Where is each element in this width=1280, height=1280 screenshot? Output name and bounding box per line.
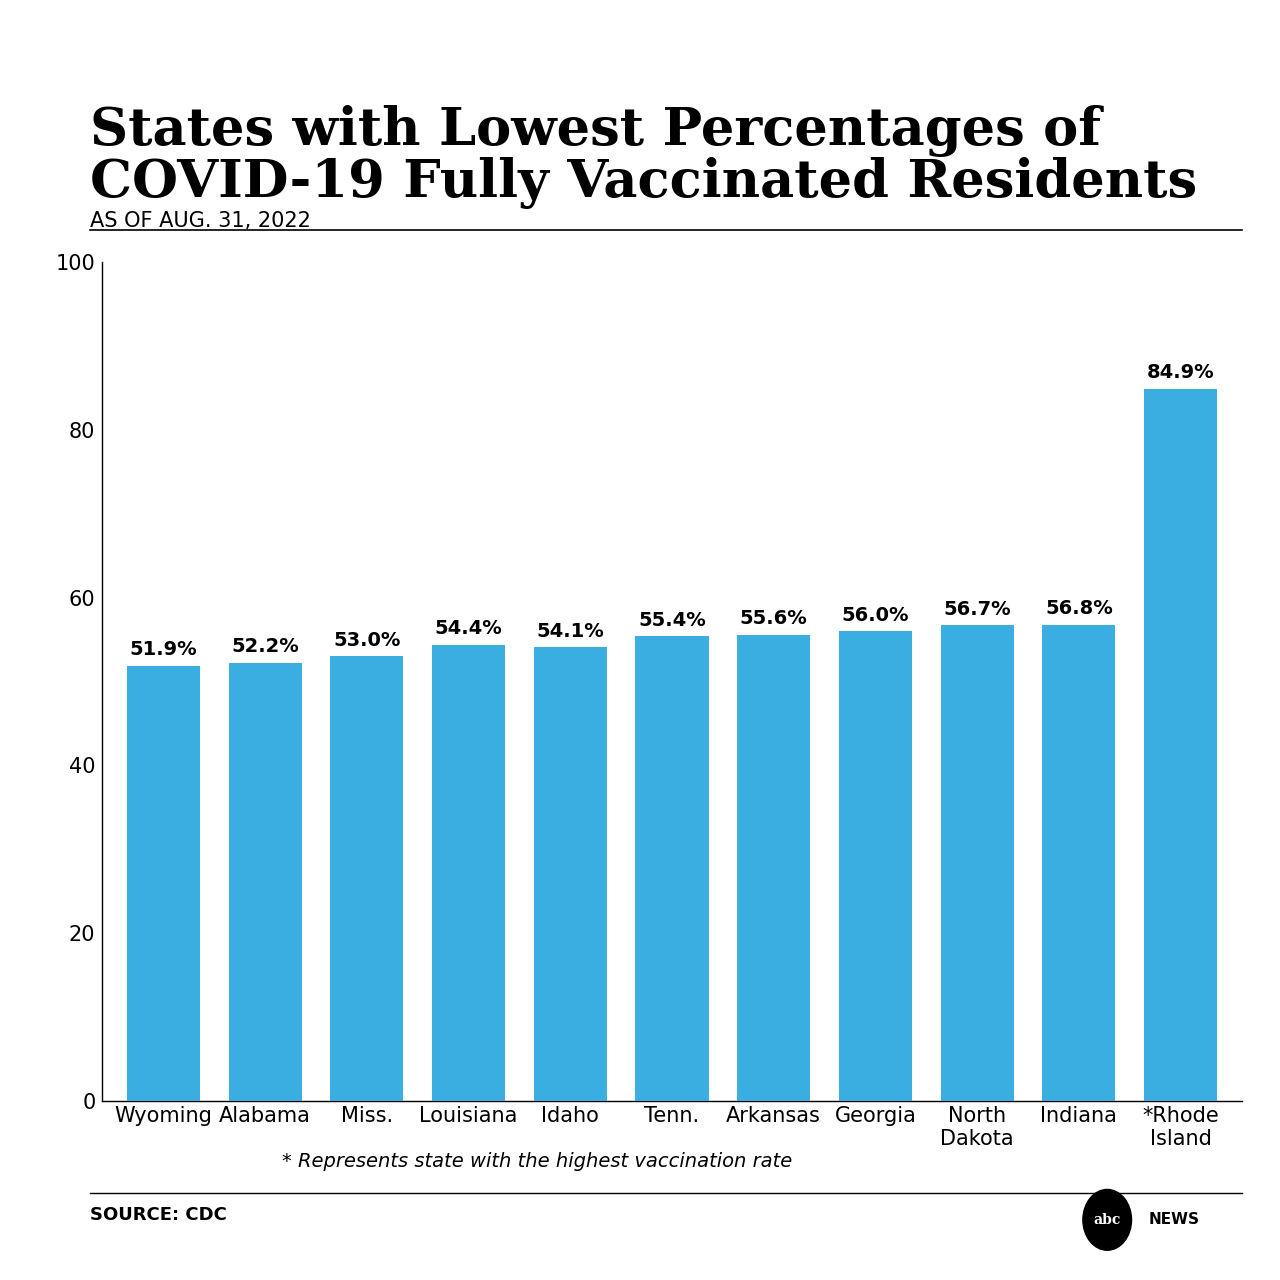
Text: 51.9%: 51.9% [129,640,197,659]
Text: 55.6%: 55.6% [740,609,808,628]
Bar [1042,625,1115,1101]
Text: AS OF AUG. 31, 2022: AS OF AUG. 31, 2022 [90,211,311,232]
Text: * Represents state with the highest vaccination rate: * Represents state with the highest vacc… [282,1152,792,1171]
Text: COVID-19 Fully Vaccinated Residents: COVID-19 Fully Vaccinated Residents [90,157,1197,210]
Text: 53.0%: 53.0% [333,631,401,650]
Bar [330,657,403,1101]
Text: 52.2%: 52.2% [232,637,300,657]
Bar [941,626,1014,1101]
Bar [1144,389,1217,1101]
Text: 55.4%: 55.4% [639,611,705,630]
Bar [127,666,200,1101]
Bar [431,645,506,1101]
Text: NEWS: NEWS [1148,1212,1199,1228]
Text: States with Lowest Percentages of: States with Lowest Percentages of [90,105,1101,157]
Text: abc: abc [1093,1213,1121,1226]
Text: 54.4%: 54.4% [435,620,503,637]
Text: SOURCE: CDC: SOURCE: CDC [90,1206,227,1224]
Bar [635,636,709,1101]
Text: 54.1%: 54.1% [536,622,604,640]
Text: 56.8%: 56.8% [1044,599,1112,618]
Text: 56.7%: 56.7% [943,600,1011,618]
Bar [838,631,913,1101]
Bar [737,635,810,1101]
Bar [229,663,302,1101]
Bar [534,648,607,1101]
Text: 84.9%: 84.9% [1147,364,1215,383]
Text: 56.0%: 56.0% [842,605,909,625]
Circle shape [1083,1189,1132,1251]
